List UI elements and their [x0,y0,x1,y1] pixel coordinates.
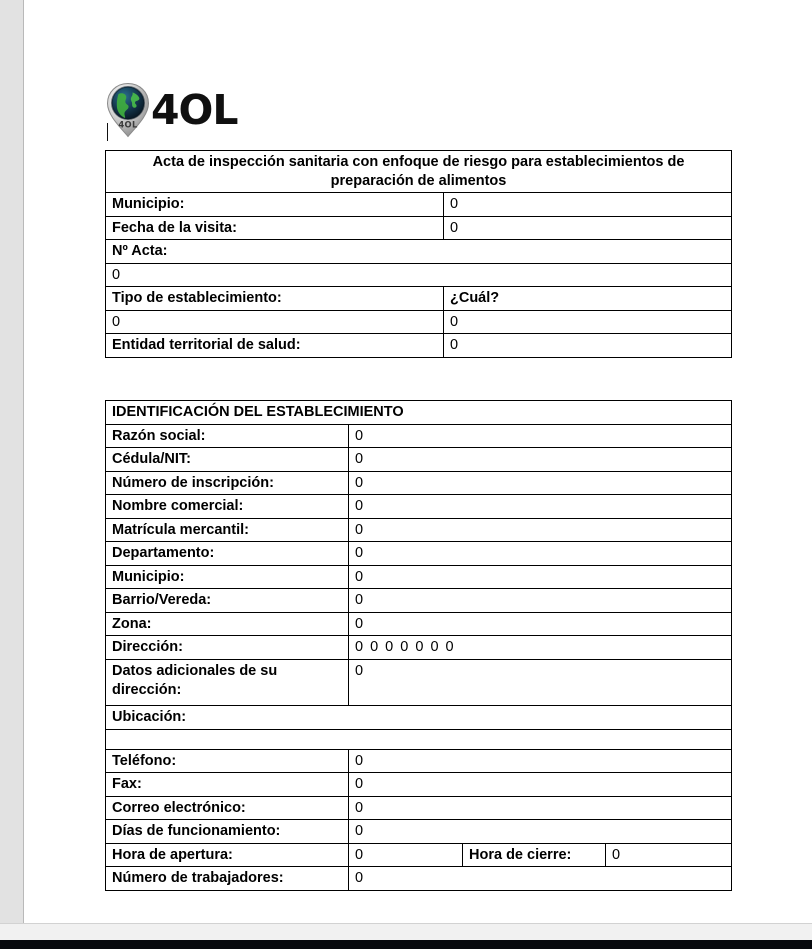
table-row: Hora de apertura: 0 Hora de cierre: 0 [105,842,732,868]
field-value-fax[interactable]: 0 [348,772,732,797]
field-value-hora-apertura[interactable]: 0 [348,842,463,868]
field-label-dias-funcionamiento: Días de funcionamiento: [105,819,349,844]
field-value-cual[interactable]: 0 [443,309,732,335]
field-label-fax: Fax: [105,772,349,797]
field-label-telefono: Teléfono: [105,748,349,774]
field-label-fecha-visita: Fecha de la visita: [105,215,444,241]
table-row: Acta de inspección sanitaria con enfoque… [105,149,732,194]
table-row: Teléfono: 0 [105,748,732,774]
table-row: 0 0 [105,309,732,335]
field-label-barrio-vereda: Barrio/Vereda: [105,588,349,613]
table-row: Nº Acta: [105,239,732,264]
field-label-matricula-mercantil: Matrícula mercantil: [105,517,349,543]
document-title: Acta de inspección sanitaria con enfoque… [105,149,732,194]
field-label-entidad-territorial: Entidad territorial de salud: [105,333,444,358]
viewer-left-gutter [0,0,24,923]
field-label-ubicacion: Ubicación: [105,705,732,730]
table-row: Correo electrónico: 0 [105,795,732,821]
header-table: Acta de inspección sanitaria con enfoque… [105,149,732,358]
brand-logo: 4OL 4OL [105,82,239,138]
field-value-correo-electronico[interactable]: 0 [348,795,732,821]
field-label-numero-trabajadores: Número de trabajadores: [105,866,349,891]
field-label-departamento: Departamento: [105,541,349,566]
field-label-direccion: Dirección: [105,635,349,661]
field-label-hora-apertura: Hora de apertura: [105,842,349,868]
field-label-hora-cierre: Hora de cierre: [462,842,606,868]
svg-text:4OL: 4OL [118,120,138,130]
identification-table: IDENTIFICACIÓN DEL ESTABLECIMIENTO Razón… [105,400,732,891]
field-label-numero-acta: Nº Acta: [105,239,732,264]
field-value-cedula-nit[interactable]: 0 [348,447,732,472]
field-value-datos-adicionales[interactable]: 0 [348,659,732,707]
table-row: 0 [105,262,732,288]
field-value-tipo-establecimiento[interactable]: 0 [105,309,444,335]
table-row: Número de inscripción: 0 [105,470,732,496]
brand-wordmark: 4OL [151,85,239,134]
field-label-cedula-nit: Cédula/NIT: [105,447,349,472]
field-label-tipo-establecimiento: Tipo de establecimiento: [105,286,444,311]
table-row: Municipio: 0 [105,564,732,590]
table-row: Fecha de la visita: 0 [105,215,732,241]
field-value-dias-funcionamiento[interactable]: 0 [348,819,732,844]
field-value-municipio[interactable]: 0 [348,564,732,590]
table-row: Datos adicionales de su dirección: 0 [105,659,732,707]
table-row: Días de funcionamiento: 0 [105,819,732,844]
document-page: 4OL 4OL Acta de inspección sanitaria con… [25,0,812,923]
field-label-municipio: Municipio: [105,564,349,590]
field-value-municipio[interactable]: 0 [443,192,732,217]
table-row: Dirección: 0 0 0 0 0 0 0 [105,635,732,661]
table-row: Municipio: 0 [105,192,732,217]
table-row: Entidad territorial de salud: 0 [105,333,732,358]
field-label-datos-adicionales: Datos adicionales de su dirección: [105,659,349,707]
text-caret [107,123,108,141]
field-value-zona[interactable]: 0 [348,611,732,637]
table-row: Cédula/NIT: 0 [105,447,732,472]
field-value-fecha-visita[interactable]: 0 [443,215,732,241]
field-value-numero-inscripcion[interactable]: 0 [348,470,732,496]
field-value-departamento[interactable]: 0 [348,541,732,566]
field-label-correo-electronico: Correo electrónico: [105,795,349,821]
table-row: IDENTIFICACIÓN DEL ESTABLECIMIENTO [105,400,732,425]
field-value-razon-social[interactable]: 0 [348,423,732,449]
table-row: Ubicación: [105,705,732,730]
table-row: Nombre comercial: 0 [105,494,732,519]
field-label-razon-social: Razón social: [105,423,349,449]
field-value-hora-cierre[interactable]: 0 [605,842,732,868]
table-row: Número de trabajadores: 0 [105,866,732,891]
field-label-nombre-comercial: Nombre comercial: [105,494,349,519]
field-value-telefono[interactable]: 0 [348,748,732,774]
field-label-cual: ¿Cuál? [443,286,732,311]
table-row: Barrio/Vereda: 0 [105,588,732,613]
field-label-municipio: Municipio: [105,192,444,217]
table-row: Razón social: 0 [105,423,732,449]
viewer-bottom-bar [0,940,812,949]
field-value-nombre-comercial[interactable]: 0 [348,494,732,519]
viewer-bottom-band [0,923,812,940]
field-value-numero-acta[interactable]: 0 [105,262,732,288]
field-value-direccion[interactable]: 0 0 0 0 0 0 0 [348,635,732,661]
field-label-zona: Zona: [105,611,349,637]
field-value-numero-trabajadores[interactable]: 0 [348,866,732,891]
field-value-barrio-vereda[interactable]: 0 [348,588,732,613]
field-label-numero-inscripcion: Número de inscripción: [105,470,349,496]
table-row: Tipo de establecimiento: ¿Cuál? [105,286,732,311]
table-row: Matrícula mercantil: 0 [105,517,732,543]
field-value-entidad-territorial[interactable]: 0 [443,333,732,358]
globe-pin-logo-icon: 4OL [106,82,150,138]
table-row: Zona: 0 [105,611,732,637]
table-row [105,728,732,750]
field-value-ubicacion[interactable] [105,728,732,750]
table-row: Fax: 0 [105,772,732,797]
section-title-identificacion: IDENTIFICACIÓN DEL ESTABLECIMIENTO [105,400,732,425]
table-row: Departamento: 0 [105,541,732,566]
field-value-matricula-mercantil[interactable]: 0 [348,517,732,543]
